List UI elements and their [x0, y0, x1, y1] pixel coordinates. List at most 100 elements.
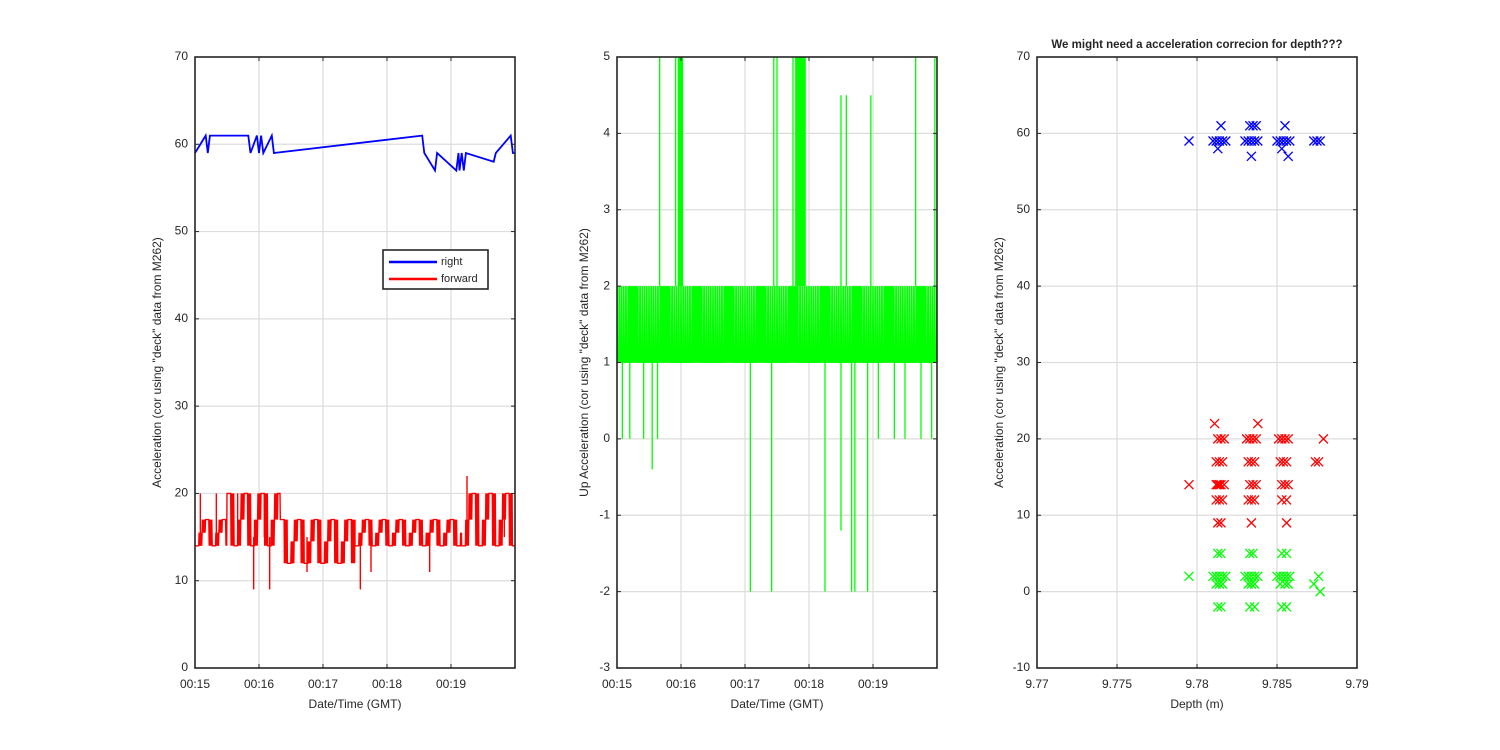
scatter-point: [1217, 579, 1228, 589]
scatter-point: [1217, 495, 1228, 505]
scatter-point: [1281, 456, 1292, 467]
scatter-point: [1220, 571, 1231, 582]
scatter-series: [1184, 418, 1329, 528]
scatter-point: [1278, 456, 1289, 467]
y-tick-label: 40: [175, 311, 189, 325]
x-tick-label: 00:15: [180, 677, 210, 691]
x-tick-label: 9.79: [1345, 677, 1369, 691]
scatter-point: [1246, 579, 1257, 589]
scatter-point: [1312, 136, 1322, 146]
scatter-point: [1209, 418, 1220, 429]
y-tick-label: 3: [603, 202, 610, 216]
x-tick-label: 9.77: [1025, 677, 1049, 691]
legend-label-forward: forward: [441, 273, 478, 285]
scatter-point: [1216, 120, 1226, 131]
scatter-point: [1276, 548, 1287, 559]
y-tick-label: 50: [175, 224, 189, 238]
scatter-point: [1252, 136, 1263, 146]
scatter-point: [1244, 601, 1255, 612]
y-tick-label: 60: [175, 136, 189, 150]
series-up: [616, 57, 938, 592]
scatter-point: [1281, 136, 1292, 146]
scatter-point: [1214, 456, 1225, 467]
scatter-point: [1246, 456, 1257, 467]
y-axis-label: Acceleration (cor using "deck" data from…: [150, 237, 164, 488]
scatter-point: [1251, 120, 1262, 131]
axes-box: [194, 56, 516, 669]
scatter-point: [1219, 479, 1230, 490]
x-axis-label: Depth (m): [1170, 697, 1223, 711]
scatter-point: [1281, 495, 1292, 505]
forward-line: [195, 492, 515, 564]
scatter-point: [1246, 517, 1257, 528]
scatter-point: [1281, 571, 1292, 582]
y-axis-label: Up Acceleration (cor using "deck" data f…: [577, 228, 591, 497]
scatter-point: [1275, 579, 1286, 589]
scatter-point: [1276, 143, 1287, 154]
scatter-point: [1318, 433, 1329, 444]
scatter-point: [1249, 495, 1260, 505]
x-tick-label: 00:16: [666, 677, 696, 691]
y-tick-label: 0: [181, 660, 188, 674]
y-tick-label: 2: [603, 278, 610, 292]
x-axis-label: Date/Time (GMT): [309, 697, 402, 711]
scatter-point: [1251, 479, 1262, 490]
scatter-point: [1249, 601, 1260, 612]
scatter-point: [1217, 136, 1228, 146]
y-tick-label: 30: [1017, 355, 1031, 369]
scatter-point: [1308, 579, 1319, 589]
y-tick-label: 4: [603, 126, 610, 140]
x-tick-label: 9.775: [1102, 677, 1132, 691]
y-tick-label: 30: [175, 398, 189, 412]
scatter-point: [1249, 136, 1260, 146]
scatter-point: [1216, 601, 1226, 612]
axes-middle: 00:15 00:16 00:17 00:18 00:19 -3 -2 -1 0 1 2 3 4 5 Dat…: [577, 49, 938, 711]
scatter-point: [1248, 548, 1258, 559]
scatter-point: [1249, 579, 1260, 589]
x-tick-label: 00:19: [858, 677, 888, 691]
scatter-point: [1248, 120, 1258, 131]
x-tick-label: 00:19: [436, 677, 466, 691]
y-tick-label: -1: [599, 507, 610, 521]
scatter-point: [1251, 433, 1262, 444]
scatter-point: [1281, 548, 1292, 559]
scatter-point: [1284, 571, 1295, 582]
scatter-point: [1220, 136, 1231, 146]
scatter-point: [1276, 601, 1287, 612]
up-line: [616, 286, 938, 364]
y-tick-label: 20: [175, 486, 189, 500]
right-line: [194, 132, 515, 174]
x-tick-label: 9.78: [1185, 677, 1209, 691]
x-tick-label: 9.785: [1262, 677, 1292, 691]
scatter-point: [1252, 571, 1263, 582]
x-tick-label: 00:18: [794, 677, 824, 691]
scatter-point: [1283, 151, 1294, 162]
y-tick-label: 0: [1023, 584, 1030, 598]
scatter-point: [1281, 517, 1292, 528]
scatter-point: [1216, 517, 1226, 528]
scatter-point: [1184, 571, 1194, 582]
x-tick-label: 00:17: [308, 677, 338, 691]
scatter-point: [1214, 579, 1225, 589]
y-tick-label: 0: [603, 431, 610, 445]
scatter-point: [1248, 433, 1258, 444]
scatter-point: [1280, 433, 1290, 444]
scatter-point: [1280, 579, 1290, 589]
scatter-point: [1310, 456, 1321, 467]
scatter-point: [1283, 433, 1294, 444]
scatter-point: [1283, 579, 1294, 589]
scatter-point: [1248, 479, 1258, 490]
y-tick-label: -10: [1013, 660, 1031, 674]
scatter-point: [1217, 456, 1228, 467]
scatter-point: [1313, 456, 1324, 467]
scatter-point: [1315, 136, 1326, 146]
scatter-point: [1252, 418, 1263, 429]
legend: right forward: [382, 249, 489, 290]
x-axis-label: Date/Time (GMT): [731, 697, 824, 711]
y-tick-label: -3: [599, 660, 610, 674]
scatter-point: [1214, 495, 1225, 505]
scatter-point: [1219, 433, 1230, 444]
scatter-point: [1280, 479, 1290, 490]
y-tick-label: 5: [603, 49, 610, 63]
scatter-point: [1283, 479, 1294, 490]
